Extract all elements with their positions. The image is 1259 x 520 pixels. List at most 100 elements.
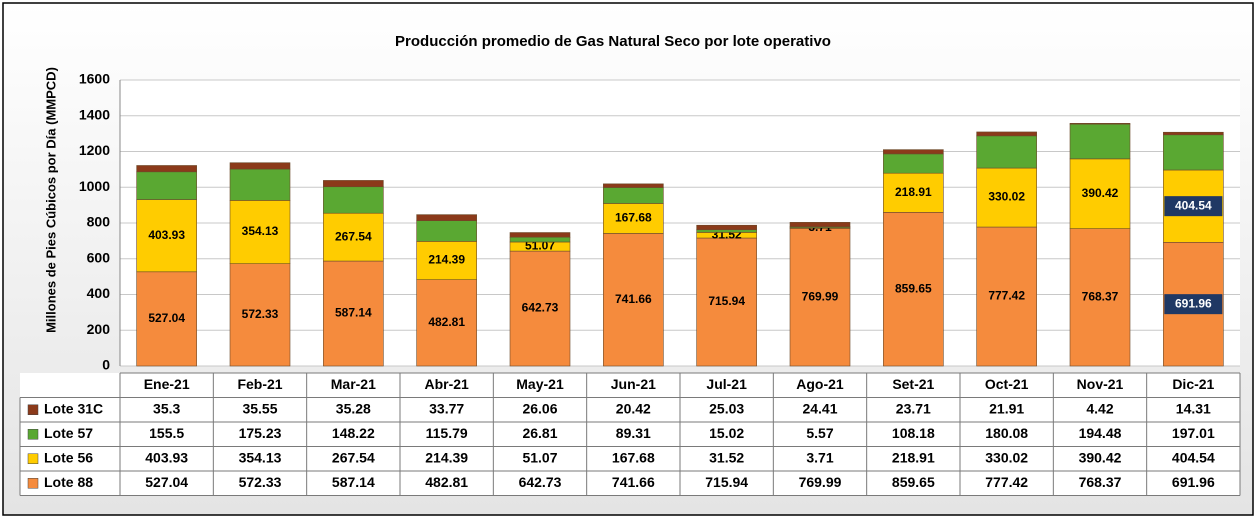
legend-swatch [27,453,39,464]
table-cell: 859.65 [892,474,935,490]
data-label-box [1164,294,1223,315]
bar-segment [136,271,197,367]
x-tick-label: Oct-21 [985,376,1029,392]
table-cell: 330.02 [985,449,1028,465]
data-label: 587.14 [335,306,372,320]
bar-segment [416,279,477,367]
bar-segment [509,250,571,367]
table-cell: 35.55 [242,400,277,416]
bar-segment [323,260,384,367]
table-cell: 180.08 [985,425,1028,441]
table-cell: 35.28 [336,400,371,416]
bar-segment [1163,134,1224,171]
table-cell: 148.22 [332,425,375,441]
bar-segment [603,203,664,234]
table-cell: 25.03 [709,400,744,416]
bar-segment [323,180,384,188]
data-label: 214.39 [428,253,465,267]
table-cell: 587.14 [332,474,375,490]
bar-segment [323,186,384,214]
data-label: 642.73 [522,301,559,315]
table-cell: 24.41 [802,400,837,416]
bar-segment [976,226,1037,367]
y-tick-label: 1400 [79,106,110,122]
table-cell: 482.81 [425,474,468,490]
data-label-box [1164,196,1223,217]
data-label: 527.04 [148,311,185,325]
bar-segment [603,233,664,367]
data-label: 330.02 [988,190,1025,204]
table-cell: 23.71 [896,400,931,416]
x-tick-label: Jul-21 [706,376,747,392]
table-cell: 33.77 [429,400,464,416]
table-cell: 642.73 [519,474,562,490]
data-label: 859.65 [895,281,932,295]
legend-label: Lote 57 [44,425,93,441]
data-label: 768.37 [1082,289,1119,303]
bar-segment [1163,131,1224,136]
data-label: 403.93 [148,228,185,242]
bar-segment [883,153,944,174]
data-label: 167.68 [615,211,652,225]
table-cell: 715.94 [705,474,748,490]
table-cell: 115.79 [426,425,468,441]
bar-segment [696,229,757,233]
legend-swatch [27,404,39,415]
table-cell: 155.5 [149,425,184,441]
data-label: 218.91 [895,185,932,199]
bar-segment [976,167,1037,228]
legend-swatch [27,478,39,489]
data-label: 715.94 [708,294,745,308]
table-cell: 21.91 [989,400,1024,416]
legend-label: Lote 56 [44,449,93,465]
table-cell: 354.13 [239,449,282,465]
table-cell: 175.23 [239,425,282,441]
data-label: 390.42 [1082,186,1119,200]
data-label: 572.33 [242,307,279,321]
bar-segment [229,168,291,201]
bar-segment [696,224,757,231]
table-cell: 777.42 [985,474,1028,490]
table-cell: 769.99 [799,474,842,490]
table-cell: 194.48 [1079,425,1122,441]
x-tick-label: Dic-21 [1172,376,1214,392]
y-tick-label: 400 [87,285,111,301]
table-cell: 527.04 [145,474,188,490]
bar-segment [976,131,1037,137]
table-cell: 267.54 [332,449,375,465]
table-cell: 51.07 [522,449,557,465]
y-tick-label: 800 [87,214,111,230]
bar-segment [696,237,757,367]
y-tick-label: 1200 [79,142,110,158]
y-tick-label: 600 [87,249,111,265]
bar-segment [323,212,384,262]
bar-segment [1069,123,1131,160]
bar-segment [883,212,944,367]
bar-segment [229,200,291,264]
bar-segment [603,187,664,204]
data-label: 267.54 [335,229,372,243]
bar-segment [136,165,197,173]
legend-label: Lote 31C [44,400,103,416]
table-cell: 26.81 [522,425,557,441]
table-cell: 35.3 [153,400,180,416]
bar-segment [883,149,944,155]
bar-segment [603,183,664,188]
table-cell: 768.37 [1079,474,1122,490]
bar-segment [136,199,197,273]
table-cell: 3.71 [806,449,833,465]
table-cell: 390.42 [1079,449,1122,465]
table-bg [20,373,1240,496]
bar-segment [416,241,477,280]
x-tick-label: Nov-21 [1077,376,1124,392]
table-cell: 26.06 [522,400,557,416]
data-label: 691.96 [1175,296,1212,310]
table-cell: 691.96 [1172,474,1215,490]
x-tick-label: Jun-21 [611,376,656,392]
table-cell: 31.52 [709,449,744,465]
bar-segment [416,220,477,242]
table-cell: 20.42 [616,400,651,416]
bar-segment [509,236,571,243]
table-cell: 741.66 [612,474,655,490]
